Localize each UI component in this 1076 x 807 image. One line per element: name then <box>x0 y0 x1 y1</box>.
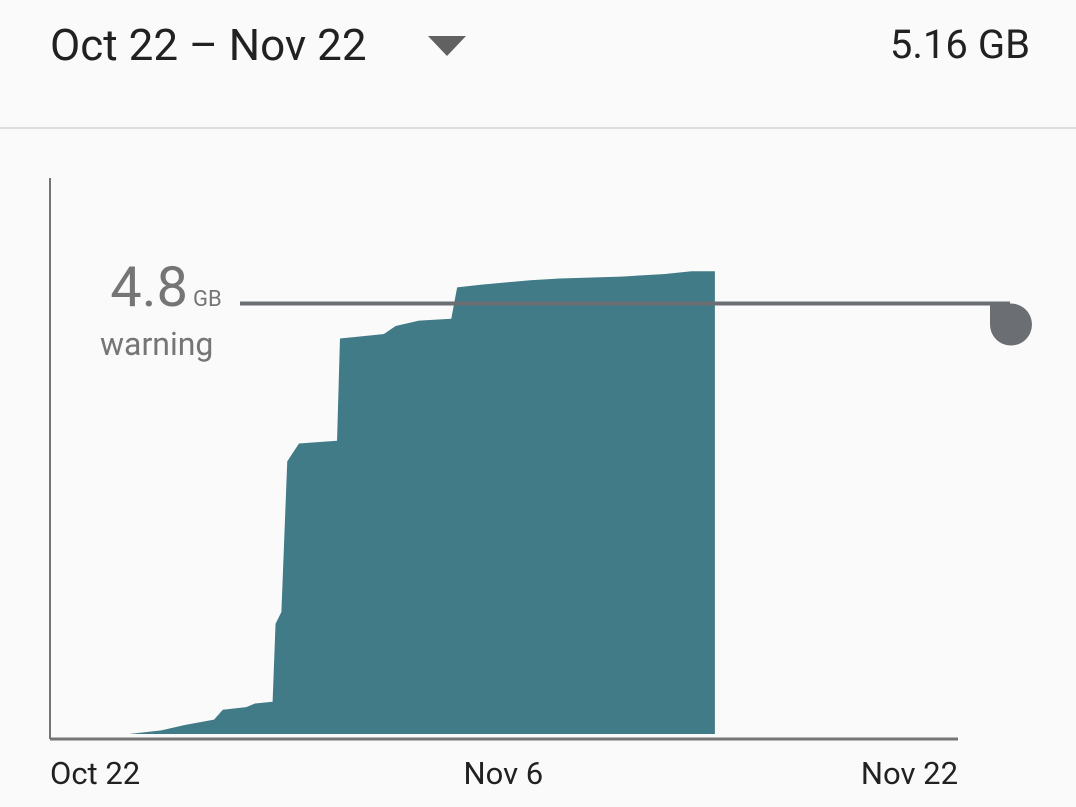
x-tick-label: Oct 22 <box>50 755 140 792</box>
warning-handle[interactable] <box>989 303 1032 346</box>
dropdown-arrow[interactable] <box>428 36 466 56</box>
usage-chart: Oct 22 Nov 6 Nov 22 4.8 GB warning <box>49 178 1032 792</box>
x-tick-label: Nov 6 <box>464 755 544 792</box>
period-selector[interactable]: Oct 22 – Nov 22 <box>50 19 367 71</box>
x-tick-label: Nov 22 <box>861 755 958 792</box>
warning-text: warning <box>100 325 213 363</box>
total-usage: 5.16 GB <box>890 21 1030 68</box>
warning-value: 4.8 <box>110 254 188 320</box>
usage-area <box>129 271 715 734</box>
warning-unit: GB <box>193 287 222 312</box>
